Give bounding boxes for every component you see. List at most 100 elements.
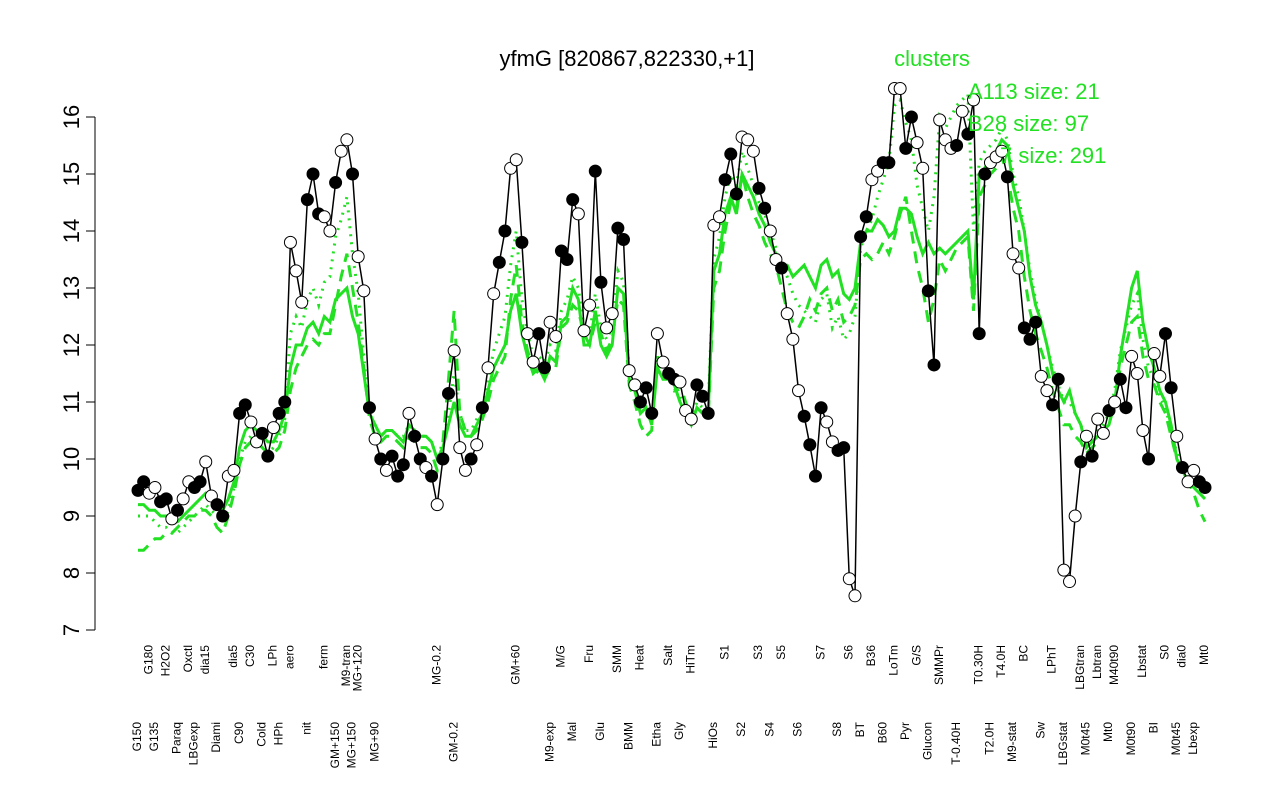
data-point xyxy=(690,378,704,392)
data-point xyxy=(216,509,230,523)
data-point xyxy=(933,113,947,127)
data-point xyxy=(334,144,348,158)
cluster-line xyxy=(138,152,1207,552)
data-point xyxy=(645,406,659,420)
data-point xyxy=(1040,384,1054,398)
data-point xyxy=(306,167,320,181)
data-point xyxy=(210,498,224,512)
x-tick-label: S2 xyxy=(734,722,748,737)
y-tick-label: 13 xyxy=(59,276,84,300)
x-tick-label: M40t90 xyxy=(1107,645,1121,685)
data-point xyxy=(560,253,574,266)
data-point xyxy=(566,193,580,207)
data-point xyxy=(447,344,461,358)
data-point xyxy=(972,327,986,341)
data-point xyxy=(899,141,913,155)
x-tick-label: Diami xyxy=(209,722,223,753)
data-point xyxy=(995,144,1009,158)
data-point xyxy=(792,384,806,398)
data-point xyxy=(1175,461,1189,475)
x-tick-label: T-0.40H xyxy=(949,722,963,765)
x-tick-label: M9-tran xyxy=(339,645,353,686)
data-point xyxy=(1130,367,1144,380)
x-tick-label: LoTm xyxy=(887,645,901,676)
data-point xyxy=(159,492,173,506)
data-point xyxy=(425,469,439,483)
data-point xyxy=(882,156,896,170)
legend-label: A113 size: 21 xyxy=(968,79,1100,104)
data-point xyxy=(859,210,873,224)
y-tick-label: 11 xyxy=(59,391,84,414)
data-point xyxy=(780,307,794,321)
data-point xyxy=(803,438,817,452)
data-point xyxy=(842,572,856,586)
data-point xyxy=(402,406,416,420)
x-tick-label: Lbstat xyxy=(1135,644,1149,677)
data-point xyxy=(656,355,670,369)
data-point xyxy=(1108,395,1122,409)
data-point xyxy=(684,412,698,426)
data-point xyxy=(820,415,834,429)
data-point xyxy=(385,449,399,463)
data-point xyxy=(362,401,376,415)
x-tick-label: BMM xyxy=(621,722,635,750)
data-point xyxy=(1158,327,1172,341)
data-point xyxy=(317,210,331,224)
x-tick-label: GM-0.2 xyxy=(446,722,460,762)
data-point xyxy=(199,455,213,469)
data-point xyxy=(379,463,393,477)
data-point xyxy=(921,284,935,298)
data-point xyxy=(374,452,388,466)
data-point xyxy=(967,93,981,107)
x-tick-label: Etha xyxy=(650,722,664,747)
data-point xyxy=(837,441,851,455)
x-tick-label: M0t45 xyxy=(1079,722,1093,756)
data-point xyxy=(1147,347,1161,361)
data-point xyxy=(283,235,297,249)
x-tick-label: M9-stat xyxy=(1005,721,1019,762)
data-point xyxy=(1164,381,1178,395)
data-point xyxy=(650,327,664,341)
data-point xyxy=(752,181,766,195)
data-point xyxy=(227,463,241,477)
x-tick-label: aero xyxy=(283,645,297,669)
x-tick-label: Sw xyxy=(1033,722,1047,739)
data-point xyxy=(741,133,755,147)
data-point xyxy=(950,139,964,152)
data-point xyxy=(1006,247,1020,261)
data-point xyxy=(537,361,551,375)
x-tick-label: Glucon xyxy=(921,722,935,760)
data-point xyxy=(1074,455,1088,469)
data-point xyxy=(368,432,382,446)
data-point xyxy=(289,264,303,278)
data-point xyxy=(255,426,269,440)
x-tick-label: G135 xyxy=(147,722,161,752)
data-point xyxy=(639,381,653,395)
data-point xyxy=(600,321,614,335)
data-point xyxy=(1017,321,1031,335)
data-point xyxy=(1153,369,1167,383)
data-point xyxy=(729,187,743,201)
x-tick-label: M0t90 xyxy=(1124,722,1138,756)
data-point xyxy=(1051,372,1065,386)
data-point xyxy=(1085,449,1099,463)
data-point xyxy=(1068,509,1082,523)
data-point xyxy=(622,364,636,378)
x-tick-label: Paraq xyxy=(170,722,184,754)
data-point xyxy=(515,235,529,249)
data-point xyxy=(854,230,868,244)
data-point xyxy=(329,176,343,190)
x-tick-label: GM+60 xyxy=(508,645,522,685)
data-point xyxy=(775,261,789,275)
x-tick-label: C90 xyxy=(232,722,246,744)
data-point xyxy=(904,110,918,124)
x-tick-label: G180 xyxy=(141,645,155,675)
x-tick-label: Salt xyxy=(661,644,675,665)
legend-label: 7 size: 291 xyxy=(1000,143,1106,168)
data-point xyxy=(1113,372,1127,386)
data-point xyxy=(487,287,501,301)
data-point xyxy=(295,295,309,309)
data-point xyxy=(633,395,647,409)
data-point xyxy=(718,173,732,187)
